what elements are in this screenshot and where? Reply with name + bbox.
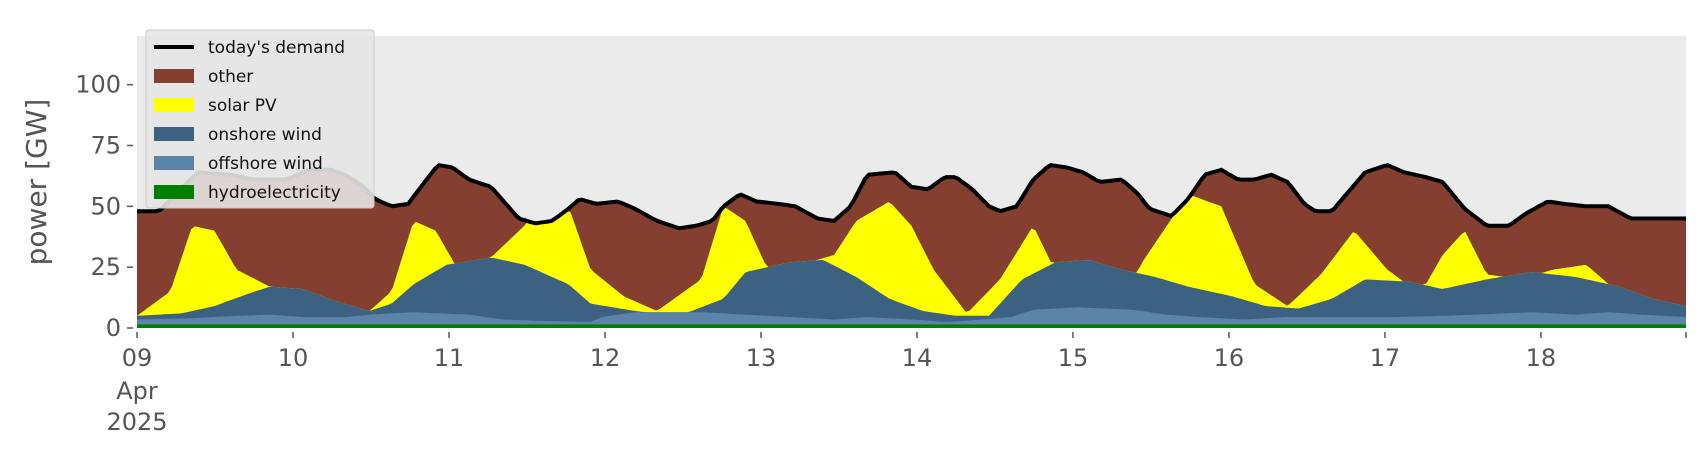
legend-label: today's demand xyxy=(208,38,345,58)
legend-label: hydroelectricity xyxy=(208,183,341,203)
x-tick-label: 16 xyxy=(1214,344,1245,372)
y-tick-label: 0 xyxy=(106,314,121,342)
x-tick-label: 14 xyxy=(902,344,933,372)
legend-label: offshore wind xyxy=(208,154,323,174)
legend-box xyxy=(145,29,375,209)
x-tick-label: 15 xyxy=(1058,344,1089,372)
legend-swatch xyxy=(154,98,194,112)
x-tick-sublabel: Apr xyxy=(116,377,158,405)
legend-swatch xyxy=(154,156,194,170)
x-tick-label: 10 xyxy=(278,344,309,372)
x-axis: 09 Apr 2025 10 11 12 13 14 15 16 17 18 xyxy=(106,332,1687,436)
stacked-areas xyxy=(137,165,1686,328)
area-offshore-wind xyxy=(137,307,1686,328)
x-tick-label: 12 xyxy=(590,344,621,372)
y-tick-label: 100 xyxy=(75,71,121,99)
y-tick-label: 25 xyxy=(90,253,121,281)
legend-swatch xyxy=(154,185,194,199)
x-tick-label: 18 xyxy=(1526,344,1557,372)
x-tick-label: 17 xyxy=(1370,344,1401,372)
x-tick-label: 09 xyxy=(122,344,153,372)
area-hydroelectricity xyxy=(137,324,1686,328)
y-axis-label: power [GW] xyxy=(20,99,53,266)
legend-swatch xyxy=(154,69,194,83)
x-tick-label: 13 xyxy=(746,344,777,372)
area-onshore-wind xyxy=(137,257,1686,328)
y-tick-label: 75 xyxy=(90,132,121,160)
y-tick-label: 50 xyxy=(90,192,121,220)
legend-swatch xyxy=(154,127,194,141)
legend-label: onshore wind xyxy=(208,125,322,145)
demand-line xyxy=(137,163,1686,231)
legend-label: solar PV xyxy=(208,96,277,116)
y-axis: 0 25 50 75 100 xyxy=(75,71,133,342)
x-tick-label: 11 xyxy=(434,344,465,372)
legend: today's demand other solar PV onshore wind o… xyxy=(145,29,375,209)
legend-label: other xyxy=(208,67,253,87)
x-tick-sublabel: 2025 xyxy=(106,408,167,436)
